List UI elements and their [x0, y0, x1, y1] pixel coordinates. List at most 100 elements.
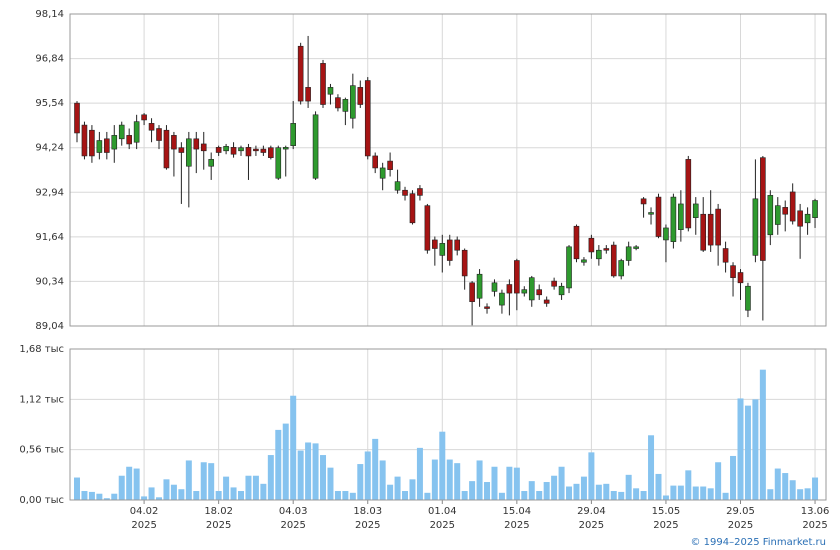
volume-bar — [238, 491, 245, 500]
volume-bar — [700, 486, 707, 500]
volume-bar — [446, 459, 453, 500]
candle-body — [200, 143, 207, 152]
candle-body — [148, 123, 155, 131]
candle-body — [730, 265, 736, 278]
candle-body — [215, 147, 222, 153]
candle-body — [118, 124, 125, 140]
candle-body — [275, 147, 282, 179]
candle-body — [327, 87, 334, 95]
x-tick-label: 13.06 — [801, 506, 830, 517]
volume-bar — [573, 483, 580, 500]
candle-body — [372, 155, 379, 169]
candle-body — [320, 63, 326, 105]
volume-bar — [170, 484, 177, 500]
volume-bar — [797, 489, 804, 500]
candle-body — [387, 160, 393, 170]
volume-bar — [543, 482, 550, 500]
candle-body — [618, 260, 625, 277]
candle-body — [171, 135, 177, 150]
volume-bar — [633, 488, 640, 500]
volume-bar — [648, 435, 655, 500]
x-tick-year: 2025 — [728, 520, 753, 531]
volume-bar — [364, 451, 371, 500]
candle-body — [432, 239, 438, 249]
candle-body — [96, 140, 103, 153]
volume-bar — [692, 486, 699, 500]
volume-bar — [148, 487, 155, 500]
y-tick-label: 1,12 тыс — [19, 394, 64, 405]
candle-body — [648, 212, 654, 215]
volume-bar — [387, 484, 394, 500]
candle-body — [596, 249, 602, 260]
volume-bar — [178, 489, 185, 500]
candle-body — [745, 285, 751, 311]
x-tick-year: 2025 — [355, 520, 380, 531]
volume-bar — [580, 476, 587, 500]
x-tick-label: 18.03 — [353, 506, 382, 517]
x-tick-year: 2025 — [206, 520, 231, 531]
candle-body — [678, 203, 684, 230]
volume-bar — [685, 470, 692, 500]
volume-bar — [454, 463, 461, 500]
volume-bar — [491, 466, 498, 500]
volume-bar — [297, 450, 304, 500]
candle-body — [573, 225, 580, 260]
volume-bar — [782, 473, 789, 500]
volume-bar — [126, 466, 133, 500]
candle-body — [528, 277, 535, 301]
volume-bar — [133, 468, 140, 500]
candle-body — [312, 114, 319, 179]
candle-body — [558, 285, 565, 296]
volume-bar — [498, 492, 505, 500]
volume-bar — [290, 395, 297, 500]
candle-body — [767, 195, 774, 236]
candle-body — [357, 87, 364, 105]
candle-body — [238, 147, 244, 152]
y-tick-label: 0,56 тыс — [19, 445, 64, 456]
candle-body — [633, 246, 639, 249]
candle-body — [409, 193, 416, 224]
candle-body — [685, 159, 692, 229]
volume-bar — [74, 477, 80, 500]
volume-bar — [275, 429, 282, 500]
volume-bar — [752, 399, 759, 500]
candle-body — [581, 259, 587, 263]
volume-bar — [193, 491, 200, 500]
plot-frame — [69, 13, 827, 327]
candle-body — [804, 213, 811, 224]
candle-body — [670, 196, 677, 242]
x-tick-label: 18.02 — [204, 506, 233, 517]
candle-body — [133, 121, 140, 143]
footer: © 1994–2025 Finmarket.ru — [690, 537, 826, 548]
volume-bar — [372, 438, 379, 500]
candle-body — [290, 123, 296, 146]
plot-frame — [69, 348, 827, 501]
volume-bar — [163, 479, 170, 500]
volume-bar — [252, 475, 259, 500]
candle-body — [700, 213, 707, 251]
x-tick-year: 2025 — [131, 520, 156, 531]
y-tick-label: 91,64 — [35, 232, 64, 243]
x-tick-label: 29.05 — [726, 506, 755, 517]
candle-body — [163, 129, 170, 169]
volume-bar — [416, 447, 423, 500]
candle-body — [193, 138, 200, 150]
volume-bar — [513, 467, 520, 500]
volume-bar — [625, 474, 632, 500]
volume-bar — [320, 455, 327, 500]
candle-body — [186, 138, 192, 167]
candle-body — [111, 135, 118, 150]
candle-body — [625, 246, 632, 261]
candle-body — [737, 272, 744, 284]
y-tick-label: 95,54 — [35, 98, 64, 109]
volume-bar — [610, 491, 617, 500]
volume-bar — [245, 475, 252, 500]
candle-body — [521, 289, 528, 294]
volume-bar — [595, 484, 602, 500]
candle-body — [610, 244, 617, 277]
volume-bar — [305, 442, 312, 500]
volume-bar — [208, 463, 215, 500]
candle-body — [81, 124, 88, 157]
volume-bar — [804, 488, 811, 500]
